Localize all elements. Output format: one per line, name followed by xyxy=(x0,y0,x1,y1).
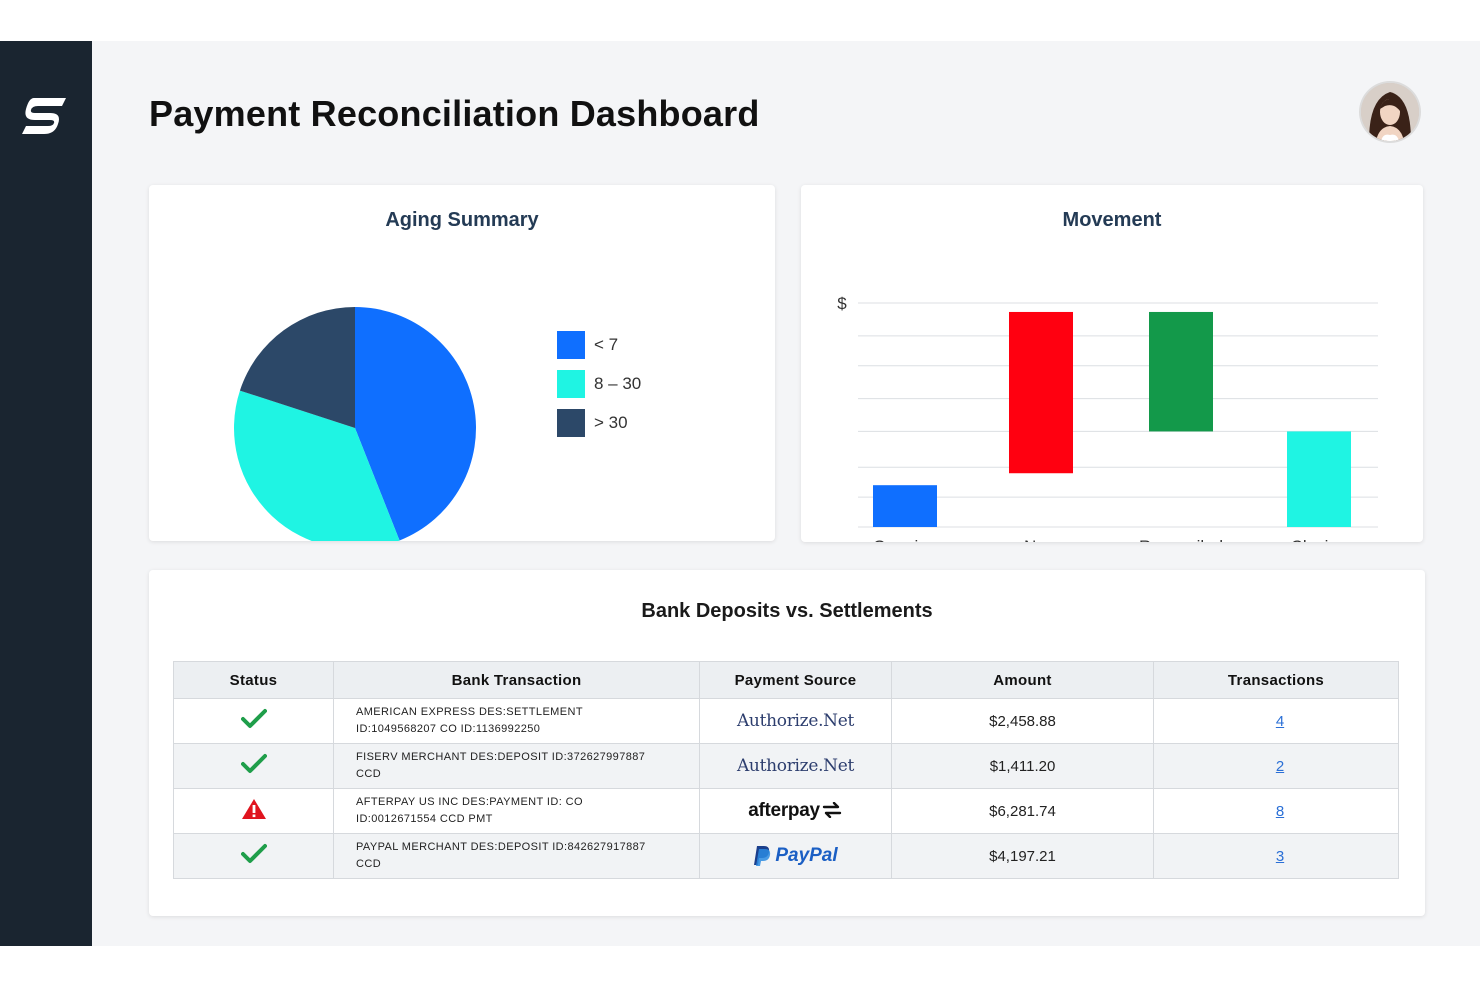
user-avatar[interactable] xyxy=(1361,83,1419,141)
authorize-net-logo: Authorize.Net xyxy=(736,756,855,776)
x-tick-label-opening: Opening xyxy=(873,537,937,542)
payment-source-cell: PayPal xyxy=(699,833,892,879)
status-cell xyxy=(173,788,334,834)
bank-deposits-table: Status Bank Transaction Payment Source A… xyxy=(173,661,1399,879)
status-cell xyxy=(173,698,334,744)
bank-transaction-line2: ID:1049568207 CO ID:1136992250 xyxy=(356,723,541,735)
pie-slice-2[interactable] xyxy=(239,307,355,428)
column-header-payment-source[interactable]: Payment Source xyxy=(699,661,892,699)
bar-closing[interactable] xyxy=(1287,431,1351,527)
status-cell xyxy=(173,743,334,789)
column-header-amount[interactable]: Amount xyxy=(891,661,1154,699)
legend-label-8-30: 8 – 30 xyxy=(594,374,642,393)
bank-transaction-line2: ID:0012671554 CCD PMT xyxy=(356,813,493,825)
payment-source-cell: afterpay xyxy=(699,788,892,834)
check-icon xyxy=(240,709,267,728)
paypal-logo: PayPal xyxy=(753,845,838,866)
table-row[interactable]: AMERICAN EXPRESS DES:SETTLEMENT ID:10495… xyxy=(173,698,1399,744)
page-title: Payment Reconciliation Dashboard xyxy=(149,93,760,134)
transactions-cell: 4 xyxy=(1153,698,1399,744)
transactions-count-link[interactable]: 8 xyxy=(1275,802,1285,820)
bank-deposits-card: Bank Deposits vs. Settlements Status Ban… xyxy=(149,570,1425,916)
status-cell xyxy=(173,833,334,879)
legend-item-8-30: 8 – 30 xyxy=(557,370,641,398)
legend-swatch-gt30 xyxy=(557,409,585,437)
column-header-transactions[interactable]: Transactions xyxy=(1153,661,1399,699)
transactions-cell: 8 xyxy=(1153,788,1399,834)
pie-slice-0[interactable] xyxy=(355,307,477,541)
afterpay-logo: afterpay xyxy=(748,800,843,821)
legend-swatch-lt7 xyxy=(557,331,585,359)
bar-new[interactable] xyxy=(1009,311,1073,474)
legend-label-gt30: > 30 xyxy=(594,413,628,432)
column-header-status[interactable]: Status xyxy=(173,661,334,699)
bank-transaction-line2: CCD xyxy=(356,858,382,870)
paypal-p-icon xyxy=(754,845,771,866)
aging-legend: < 7 8 – 30 > 30 xyxy=(557,331,641,448)
legend-item-lt7: < 7 xyxy=(557,331,641,359)
bank-transaction-line1: AMERICAN EXPRESS DES:SETTLEMENT xyxy=(356,706,583,718)
brand-s-logo-icon[interactable] xyxy=(20,96,70,136)
transactions-cell: 2 xyxy=(1153,743,1399,789)
movement-bar-chart: $ Opening New Reconciled Closing xyxy=(837,294,1378,542)
app-frame: Payment Reconciliation Dashboard Aging S… xyxy=(0,41,1480,946)
bank-transaction-line1: FISERV MERCHANT DES:DEPOSIT ID:372627997… xyxy=(356,751,646,763)
avatar-portrait-icon xyxy=(1361,83,1419,141)
aging-pie-chart xyxy=(234,307,477,541)
legend-item-gt30: > 30 xyxy=(557,409,641,437)
afterpay-arrows-icon xyxy=(822,801,841,819)
payment-source-cell: Authorize.Net xyxy=(699,743,892,789)
aging-summary-card: Aging Summary < 7 8 – 30 > 30 xyxy=(149,185,775,541)
bar-opening[interactable] xyxy=(873,485,937,527)
transactions-cell: 3 xyxy=(1153,833,1399,879)
x-tick-label-new: New xyxy=(1024,537,1059,542)
pie-slice-1[interactable] xyxy=(234,390,400,541)
amount-cell: $2,458.88 xyxy=(891,698,1154,744)
bank-transaction-cell: AMERICAN EXPRESS DES:SETTLEMENT ID:10495… xyxy=(333,698,700,744)
legend-label-lt7: < 7 xyxy=(594,335,619,354)
bank-transaction-line1: AFTERPAY US INC DES:PAYMENT ID: CO xyxy=(356,796,583,808)
table-row[interactable]: AFTERPAY US INC DES:PAYMENT ID: CO ID:00… xyxy=(173,788,1399,834)
bank-transaction-cell: FISERV MERCHANT DES:DEPOSIT ID:372627997… xyxy=(333,743,700,789)
table-header-row: Status Bank Transaction Payment Source A… xyxy=(173,661,1399,699)
payment-source-cell: Authorize.Net xyxy=(699,698,892,744)
bank-transaction-line2: CCD xyxy=(356,768,382,780)
amount-cell: $4,197.21 xyxy=(891,833,1154,879)
legend-swatch-8-30 xyxy=(557,370,585,398)
afterpay-logo-text: afterpay xyxy=(748,800,820,821)
transactions-count-link[interactable]: 2 xyxy=(1275,757,1285,775)
amount-cell: $1,411.20 xyxy=(891,743,1154,789)
sidebar xyxy=(0,41,92,946)
bar-reconciled[interactable] xyxy=(1149,311,1213,432)
warning-icon xyxy=(241,799,266,819)
transactions-count-link[interactable]: 4 xyxy=(1275,712,1285,730)
bank-transaction-cell: PAYPAL MERCHANT DES:DEPOSIT ID:842627917… xyxy=(333,833,700,879)
x-tick-label-closing: Closing xyxy=(1291,537,1348,542)
column-header-bank-transaction[interactable]: Bank Transaction xyxy=(333,661,700,699)
bank-transaction-line1: PAYPAL MERCHANT DES:DEPOSIT ID:842627917… xyxy=(356,841,646,853)
check-icon xyxy=(240,844,267,863)
aging-summary-title: Aging Summary xyxy=(385,209,539,231)
paypal-logo-text: PayPal xyxy=(775,845,838,866)
transactions-count-link[interactable]: 3 xyxy=(1275,847,1285,865)
x-tick-label-reconciled: Reconciled xyxy=(1139,537,1223,542)
amount-cell: $6,281.74 xyxy=(891,788,1154,834)
table-row[interactable]: FISERV MERCHANT DES:DEPOSIT ID:372627997… xyxy=(173,743,1399,789)
movement-card: Movement $ Opening New Reconciled Closing xyxy=(801,185,1423,542)
check-icon xyxy=(240,754,267,773)
bank-transaction-cell: AFTERPAY US INC DES:PAYMENT ID: CO ID:00… xyxy=(333,788,700,834)
authorize-net-logo: Authorize.Net xyxy=(736,711,855,731)
table-row[interactable]: PAYPAL MERCHANT DES:DEPOSIT ID:842627917… xyxy=(173,833,1399,879)
movement-title: Movement xyxy=(1062,209,1162,231)
y-axis-label: $ xyxy=(837,294,847,313)
bank-deposits-title: Bank Deposits vs. Settlements xyxy=(641,600,933,622)
